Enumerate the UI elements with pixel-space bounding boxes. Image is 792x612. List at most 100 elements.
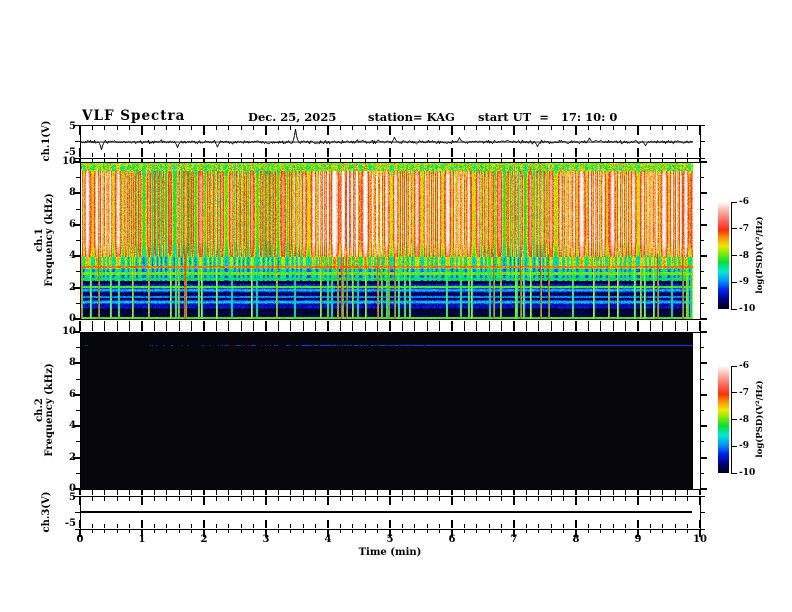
- x-tick: [116, 159, 118, 162]
- x-tick: [240, 490, 242, 495]
- x-tick: [550, 159, 552, 162]
- x-tick: [538, 320, 540, 331]
- x-tick: [389, 159, 391, 162]
- colorbar-tick-label: -9: [739, 441, 749, 452]
- freq-tick: [700, 192, 707, 195]
- x-tick: [265, 148, 267, 157]
- x-tick: [488, 524, 490, 528]
- x-tick: [277, 153, 279, 157]
- colorbar-tick: [731, 201, 737, 203]
- x-tick: [191, 497, 193, 501]
- x-tick: [253, 490, 255, 495]
- x-tick: [488, 159, 490, 162]
- x-tick: [265, 126, 267, 135]
- x-tick: [525, 126, 527, 130]
- volt-tick-label: -5: [64, 147, 76, 158]
- x-tick: [600, 159, 602, 162]
- x-tick: [513, 320, 515, 331]
- x-tick: [178, 497, 180, 501]
- x-tick: [451, 529, 453, 537]
- x-tick: [662, 159, 664, 162]
- x-tick: [228, 490, 230, 495]
- x-tick: [426, 524, 428, 528]
- x-tick: [79, 126, 81, 135]
- x-tick: [315, 159, 317, 162]
- x-tick: [563, 159, 565, 162]
- x-tick: [364, 529, 366, 533]
- colorbar-tick-label: -9: [739, 277, 749, 288]
- x-tick: [389, 126, 391, 135]
- x-tick-label: 0: [76, 534, 84, 545]
- x-tick: [290, 153, 292, 157]
- x-tick: [414, 153, 416, 157]
- x-tick-label: 7: [510, 534, 518, 545]
- x-tick: [649, 153, 651, 157]
- x-tick: [203, 148, 205, 157]
- freq-tick: [700, 161, 707, 163]
- x-tick: [228, 529, 230, 533]
- x-tick: [587, 126, 589, 130]
- x-tick: [228, 320, 230, 331]
- colorbar-tick-label: -7: [739, 387, 749, 398]
- freq-tick: [700, 425, 707, 428]
- x-tick: [166, 159, 168, 162]
- x-tick: [463, 490, 465, 495]
- x-tick: [302, 497, 304, 501]
- x-tick: [315, 126, 317, 130]
- x-tick: [178, 126, 180, 130]
- x-tick: [463, 529, 465, 533]
- x-tick: [203, 126, 205, 135]
- freq-tick: [700, 331, 707, 333]
- x-tick: [153, 529, 155, 533]
- x-tick: [501, 159, 503, 162]
- x-tick: [290, 497, 292, 501]
- freq-tick: [700, 488, 707, 490]
- x-tick: [513, 529, 515, 537]
- x-tick: [525, 529, 527, 533]
- x-tick: [364, 153, 366, 157]
- x-tick: [228, 497, 230, 501]
- x-tick: [166, 153, 168, 157]
- x-tick: [91, 126, 93, 130]
- x-tick: [488, 126, 490, 130]
- x-tick: [513, 497, 515, 505]
- x-tick: [79, 497, 81, 505]
- x-tick: [501, 529, 503, 533]
- ch1-waveform-canvas: [81, 126, 693, 158]
- x-tick: [600, 529, 602, 533]
- x-tick: [563, 153, 565, 157]
- x-tick: [377, 497, 379, 501]
- x-tick: [401, 126, 403, 130]
- x-tick: [525, 320, 527, 331]
- x-tick: [339, 524, 341, 528]
- x-tick: [203, 529, 205, 537]
- x-tick: [240, 126, 242, 130]
- x-tick: [674, 497, 676, 501]
- x-tick: [463, 524, 465, 528]
- x-tick: [178, 524, 180, 528]
- x-tick: [662, 497, 664, 501]
- x-tick: [414, 524, 416, 528]
- x-tick: [687, 490, 689, 495]
- freq-tick: [76, 410, 80, 411]
- x-tick: [488, 490, 490, 495]
- x-tick: [265, 497, 267, 505]
- x-tick: [426, 153, 428, 157]
- x-tick: [625, 490, 627, 495]
- x-tick: [426, 320, 428, 331]
- x-tick: [525, 153, 527, 157]
- x-tick: [79, 148, 81, 157]
- x-tick: [129, 153, 131, 157]
- x-tick: [191, 159, 193, 162]
- x-tick: [240, 524, 242, 528]
- x-tick: [699, 490, 701, 495]
- freq-tick-label: 8: [69, 187, 76, 199]
- colorbar-tick: [731, 365, 737, 367]
- x-tick: [191, 153, 193, 157]
- x-tick: [439, 497, 441, 501]
- x-tick: [401, 497, 403, 501]
- volt-tick-label: -5: [64, 518, 76, 529]
- x-tick: [253, 320, 255, 331]
- x-tick: [662, 524, 664, 528]
- x-tick: [116, 529, 118, 533]
